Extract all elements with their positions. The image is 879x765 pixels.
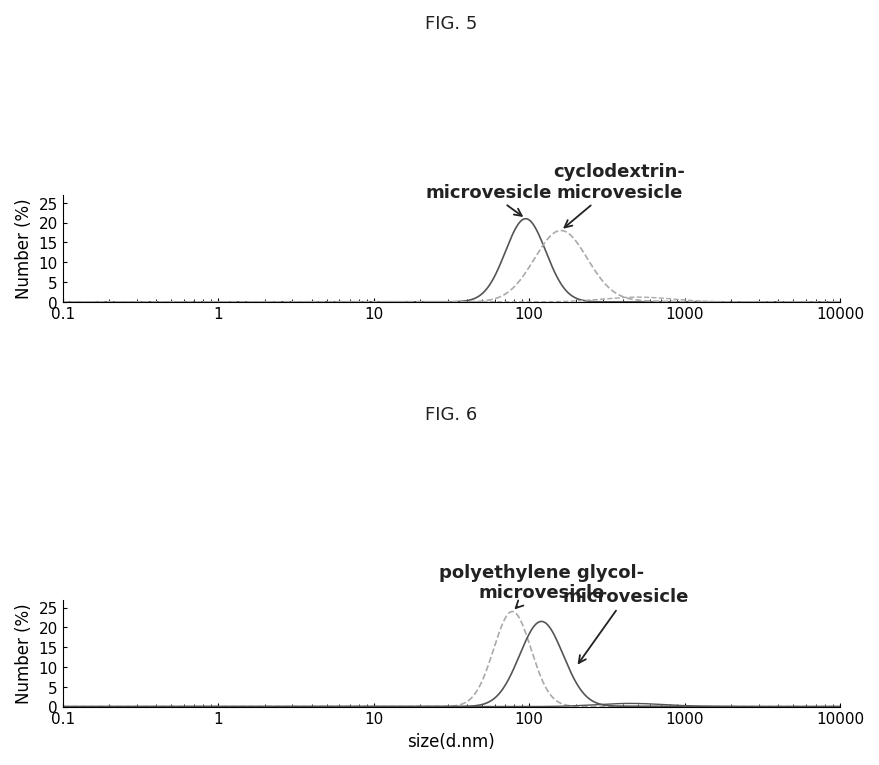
- Title: FIG. 6: FIG. 6: [425, 405, 477, 423]
- X-axis label: size(d.nm): size(d.nm): [408, 732, 495, 750]
- Y-axis label: Number (%): Number (%): [15, 603, 33, 704]
- Y-axis label: Number (%): Number (%): [15, 199, 33, 299]
- Text: microvesicle: microvesicle: [563, 588, 689, 663]
- Title: FIG. 5: FIG. 5: [425, 15, 477, 33]
- Text: microvesicle: microvesicle: [425, 184, 552, 216]
- Text: cyclodextrin-
microvesicle: cyclodextrin- microvesicle: [553, 163, 685, 228]
- Text: polyethylene glycol-
microvesicle: polyethylene glycol- microvesicle: [439, 563, 644, 608]
